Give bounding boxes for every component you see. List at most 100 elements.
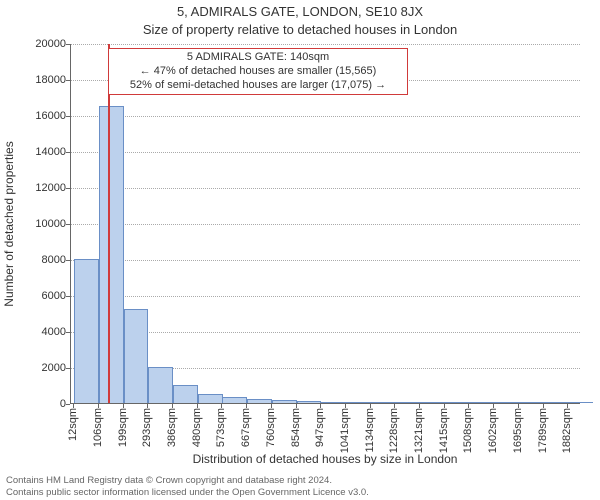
- histogram-bar: [173, 385, 198, 403]
- x-tick-mark: [123, 404, 124, 408]
- gridline: [71, 116, 580, 117]
- x-tick-label: 760sqm: [265, 408, 277, 447]
- gridline: [71, 44, 580, 45]
- y-tick-label: 20000: [16, 38, 66, 50]
- footer-attribution: Contains HM Land Registry data © Crown c…: [6, 475, 594, 498]
- y-tick-label: 12000: [16, 182, 66, 194]
- y-tick-label: 16000: [16, 110, 66, 122]
- x-tick-mark: [246, 404, 247, 408]
- x-tick-mark: [147, 404, 148, 408]
- y-tick-label: 4000: [16, 326, 66, 338]
- x-tick-label: 199sqm: [117, 408, 129, 447]
- y-tick-mark: [66, 152, 70, 153]
- x-tick-mark: [221, 404, 222, 408]
- x-tick-label: 854sqm: [290, 408, 302, 447]
- gridline: [71, 296, 580, 297]
- x-tick-label: 1321sqm: [413, 408, 425, 453]
- histogram-bar: [544, 402, 569, 403]
- annotation-line-3: 52% of semi-detached houses are larger (…: [115, 79, 401, 93]
- y-tick-label: 18000: [16, 74, 66, 86]
- x-tick-label: 573sqm: [215, 408, 227, 447]
- plot-area: [70, 44, 580, 404]
- x-tick-mark: [271, 404, 272, 408]
- x-tick-label: 1134sqm: [364, 408, 376, 452]
- y-tick-mark: [66, 296, 70, 297]
- y-tick-mark: [66, 224, 70, 225]
- histogram-bar: [469, 402, 494, 403]
- property-marker-line: [108, 44, 110, 403]
- x-tick-label: 1695sqm: [512, 408, 524, 453]
- x-tick-mark: [419, 404, 420, 408]
- y-tick-mark: [66, 80, 70, 81]
- x-tick-label: 1882sqm: [561, 408, 573, 453]
- x-tick-mark: [98, 404, 99, 408]
- histogram-bar: [297, 401, 322, 403]
- x-tick-mark: [73, 404, 74, 408]
- x-tick-mark: [370, 404, 371, 408]
- y-tick-mark: [66, 404, 70, 405]
- histogram-bar: [74, 259, 99, 403]
- x-tick-mark: [296, 404, 297, 408]
- x-tick-mark: [493, 404, 494, 408]
- x-tick-label: 106sqm: [92, 408, 104, 447]
- histogram-bar: [272, 400, 297, 403]
- x-tick-label: 1228sqm: [388, 408, 400, 453]
- x-axis-label: Distribution of detached houses by size …: [70, 452, 580, 466]
- y-tick-mark: [66, 44, 70, 45]
- x-tick-label: 1415sqm: [438, 408, 450, 453]
- x-tick-mark: [345, 404, 346, 408]
- x-tick-label: 1789sqm: [537, 408, 549, 453]
- y-tick-label: 10000: [16, 218, 66, 230]
- y-tick-mark: [66, 116, 70, 117]
- y-axis-label: Number of detached properties: [2, 141, 16, 306]
- histogram-bar: [395, 402, 420, 403]
- histogram-bar: [420, 402, 445, 403]
- y-tick-mark: [66, 368, 70, 369]
- x-tick-label: 667sqm: [240, 408, 252, 447]
- x-tick-mark: [320, 404, 321, 408]
- y-tick-label: 14000: [16, 146, 66, 158]
- x-tick-mark: [543, 404, 544, 408]
- x-tick-mark: [394, 404, 395, 408]
- histogram-bar: [371, 402, 396, 403]
- x-tick-mark: [567, 404, 568, 408]
- histogram-bar: [222, 397, 247, 403]
- gridline: [71, 224, 580, 225]
- y-tick-mark: [66, 332, 70, 333]
- annotation-line-1: 5 ADMIRALS GATE: 140sqm: [115, 51, 401, 65]
- y-tick-label: 0: [16, 398, 66, 410]
- footer-line-2: Contains public sector information licen…: [6, 487, 594, 498]
- x-tick-label: 480sqm: [191, 408, 203, 447]
- annotation-line-2: ← 47% of detached houses are smaller (15…: [115, 65, 401, 79]
- histogram-bar: [568, 402, 593, 403]
- chart-title-line1: 5, ADMIRALS GATE, LONDON, SE10 8JX: [0, 4, 600, 19]
- x-tick-mark: [444, 404, 445, 408]
- x-tick-label: 1508sqm: [462, 408, 474, 453]
- y-tick-label: 2000: [16, 362, 66, 374]
- histogram-bar: [99, 106, 124, 403]
- y-tick-label: 6000: [16, 290, 66, 302]
- x-tick-mark: [468, 404, 469, 408]
- gridline: [71, 152, 580, 153]
- x-tick-label: 386sqm: [166, 408, 178, 447]
- x-tick-label: 293sqm: [141, 408, 153, 447]
- histogram-bar: [198, 394, 223, 403]
- chart-title-line2: Size of property relative to detached ho…: [0, 22, 600, 37]
- x-tick-label: 12sqm: [67, 408, 79, 441]
- x-tick-label: 1602sqm: [487, 408, 499, 453]
- histogram-bar: [124, 309, 149, 403]
- histogram-chart: 5, ADMIRALS GATE, LONDON, SE10 8JX Size …: [0, 0, 600, 500]
- x-tick-mark: [518, 404, 519, 408]
- x-tick-mark: [172, 404, 173, 408]
- histogram-bar: [519, 402, 544, 403]
- x-tick-label: 1041sqm: [339, 408, 351, 453]
- gridline: [71, 260, 580, 261]
- histogram-bar: [346, 402, 371, 403]
- histogram-bar: [148, 367, 173, 403]
- x-tick-label: 947sqm: [314, 408, 326, 447]
- gridline: [71, 188, 580, 189]
- histogram-bar: [321, 402, 346, 403]
- footer-line-1: Contains HM Land Registry data © Crown c…: [6, 475, 594, 486]
- x-tick-mark: [197, 404, 198, 408]
- y-tick-label: 8000: [16, 254, 66, 266]
